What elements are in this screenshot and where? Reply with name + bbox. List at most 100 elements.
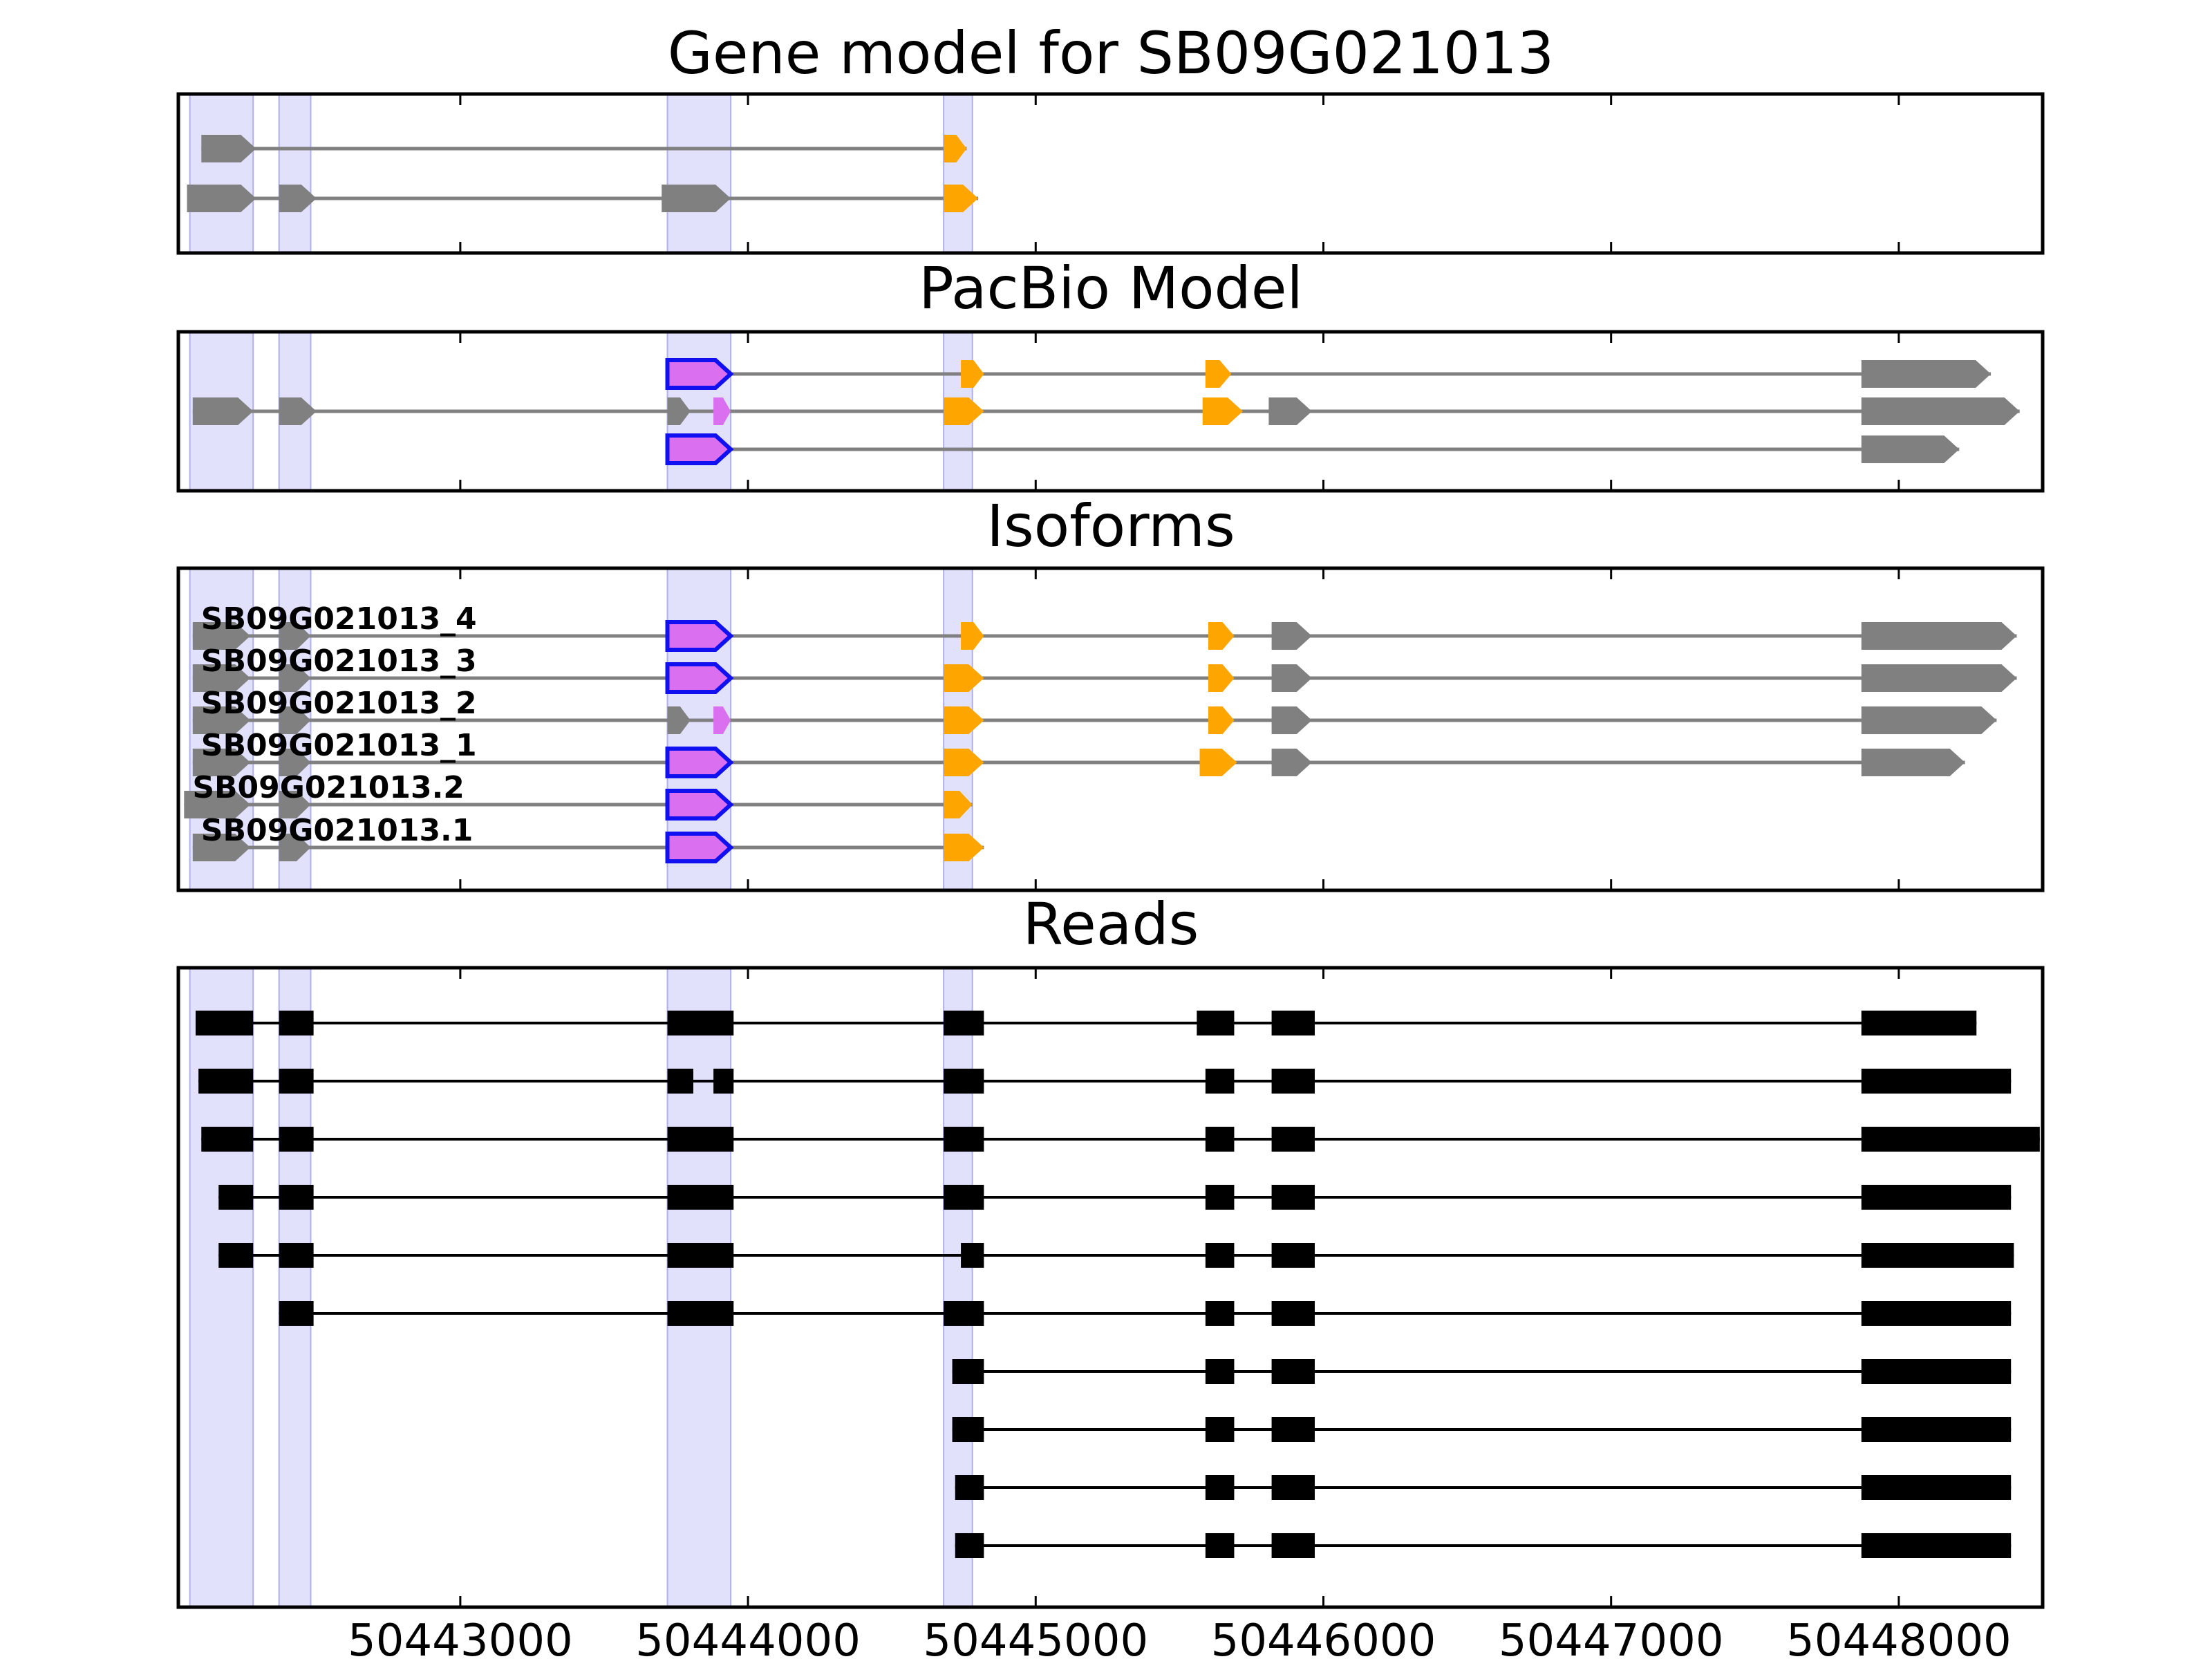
- exon-1: [955, 1475, 984, 1500]
- isoform-label: SB09G021013.2: [192, 770, 465, 805]
- exon-7: [1271, 1069, 1315, 1094]
- exon-1: [187, 185, 256, 212]
- exon-4: [944, 664, 984, 692]
- isoform-label: SB09G021013_4: [201, 601, 477, 637]
- exon-7: [1861, 1243, 2014, 1268]
- exon-3: [667, 1127, 734, 1152]
- transcript-6: SB09G021013.1: [192, 813, 984, 863]
- x-tick-label-4: 50446000: [1211, 1615, 1436, 1659]
- exon-3: [665, 747, 734, 778]
- panel-pacbio-model: PacBio Model: [176, 254, 2045, 493]
- exon-3: [667, 1011, 734, 1035]
- marks-isoforms: SB09G021013_4 SB09G021013_3 SB09G021013_2 S…: [184, 601, 2017, 863]
- exon-4: [1861, 1417, 2012, 1442]
- panel-isoforms: Isoforms SB09G021013_4SB09G021013_3SB09G…: [176, 492, 2045, 892]
- axes-frame-pacbio-model: [176, 330, 2045, 493]
- exon-5: [1197, 1011, 1235, 1035]
- exon-4: [1861, 1359, 2012, 1384]
- exon-6: [1271, 1011, 1315, 1035]
- panel-reads: Reads: [176, 890, 2045, 1609]
- highlight-region-2: [278, 93, 312, 254]
- read-3: [201, 1127, 2040, 1152]
- exon-5: [1208, 622, 1235, 650]
- exon-4: [961, 1243, 984, 1268]
- exon-1: [192, 622, 251, 650]
- exon-3: [665, 620, 734, 652]
- exon-4: [944, 834, 984, 861]
- exon-7: [1271, 706, 1312, 734]
- read-1: [195, 1011, 1977, 1035]
- exon-7: [1861, 1185, 2012, 1210]
- exon-7: [1861, 1011, 1977, 1035]
- exon-2: [279, 834, 311, 861]
- exon-8: [1861, 1069, 2012, 1094]
- marks-pacbio-model: [192, 358, 2020, 465]
- exon-1: [218, 1243, 254, 1268]
- x-tick-label-1: 50443000: [348, 1615, 573, 1659]
- exon-3: [665, 662, 734, 694]
- exon-6: [1271, 1185, 1315, 1210]
- exon-2: [944, 135, 967, 162]
- transcript-4: SB09G021013_1: [192, 728, 1965, 778]
- exon-3: [662, 185, 731, 212]
- read-10: [955, 1533, 2012, 1558]
- exon-6: [1271, 1243, 1315, 1268]
- exon-3: [944, 1301, 984, 1326]
- exon-2: [1205, 1359, 1235, 1384]
- axes-frame-isoforms: [176, 566, 2045, 892]
- exon-2: [1205, 1533, 1235, 1558]
- exon-3: [1271, 1359, 1315, 1384]
- exon-7: [1861, 622, 2017, 650]
- exon-1: [665, 433, 734, 465]
- exon-6: [1861, 1301, 2012, 1326]
- exon-2: [667, 1301, 734, 1326]
- exon-3: [1205, 360, 1232, 388]
- read-9: [955, 1475, 2012, 1500]
- ticks-isoforms: [459, 568, 1900, 890]
- exon-4: [1861, 360, 1991, 388]
- exon-2: [1205, 1417, 1235, 1442]
- exon-2: [279, 706, 311, 734]
- exon-1: [195, 1011, 254, 1035]
- exon-3: [665, 789, 734, 821]
- exon-5: [1205, 1243, 1235, 1268]
- highlight-region-4: [943, 967, 973, 1608]
- exon-3: [1271, 1475, 1315, 1500]
- read-4: [218, 1185, 2012, 1210]
- exon-2: [279, 622, 311, 650]
- marks-gene-model: [187, 135, 979, 212]
- exon-4: [1861, 1475, 2012, 1500]
- x-tick-label-5: 50447000: [1499, 1615, 1724, 1659]
- x-tick-label-3: 50445000: [923, 1615, 1148, 1659]
- exon-6: [1271, 1127, 1315, 1152]
- exon-1: [218, 1185, 254, 1210]
- transcript-3: SB09G021013_2: [192, 686, 1997, 734]
- exon-7: [1861, 1127, 2040, 1152]
- exon-8: [1861, 706, 1997, 734]
- exon-3: [1271, 1533, 1315, 1558]
- exon-4: [944, 1011, 984, 1035]
- exon-1: [192, 749, 251, 776]
- exon-4: [944, 185, 978, 212]
- exon-3: [667, 1185, 734, 1210]
- exon-3: [665, 832, 734, 863]
- exon-6: [1271, 664, 1312, 692]
- read-8: [952, 1417, 2012, 1442]
- exon-1: [665, 358, 734, 390]
- read-2: [198, 1069, 2012, 1094]
- exon-5: [1205, 1185, 1235, 1210]
- exon-1: [192, 706, 251, 734]
- exon-1: [201, 135, 256, 162]
- marks-reads: [195, 1011, 2040, 1558]
- exon-8: [1861, 397, 2020, 425]
- transcript-2: SB09G021013_3: [192, 644, 2017, 694]
- exon-2: [279, 1069, 314, 1094]
- transcript-5: SB09G021013.2: [184, 770, 973, 821]
- exon-2: [279, 1185, 314, 1210]
- exon-6: [1271, 622, 1312, 650]
- exon-5: [1205, 1127, 1235, 1152]
- exon-6: [1271, 749, 1312, 776]
- exon-5: [944, 1069, 984, 1094]
- exon-3: [667, 706, 691, 734]
